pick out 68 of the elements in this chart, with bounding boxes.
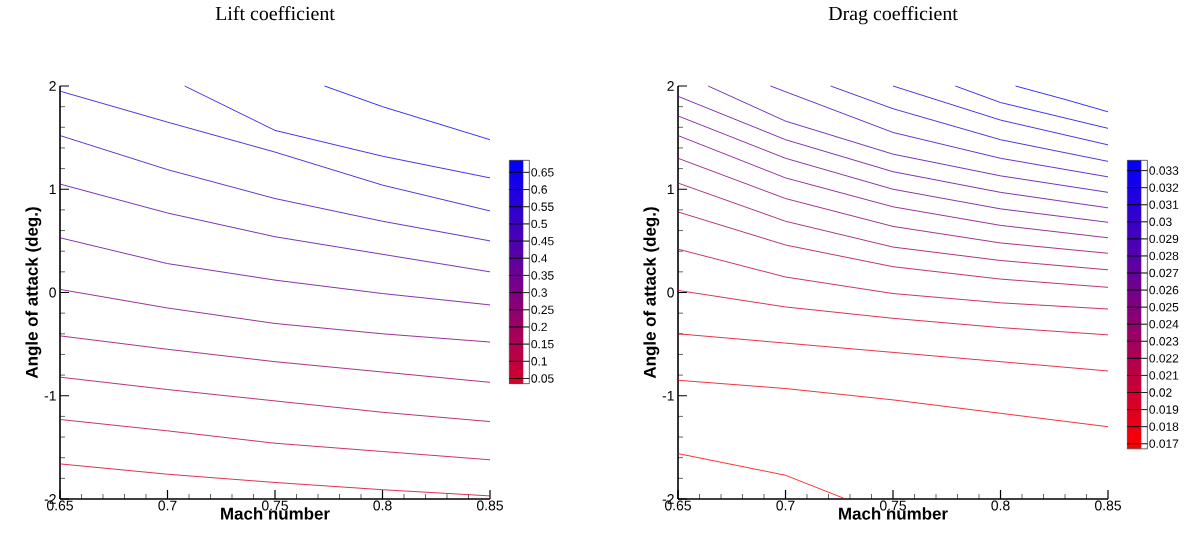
color-bar-label: 0.023 [1149,337,1179,346]
x-tick-label: 0.8 [991,500,1010,511]
chart-title: Lift coefficient [215,5,335,21]
line-series [59,90,491,212]
color-bar-label: 0.1 [531,357,547,366]
color-bar-label: 0.15 [531,339,554,349]
color-bar-label: 0.3 [531,288,547,297]
y-tick-label: -1 [662,390,674,401]
line-series [59,237,491,306]
color-bar-label: 0.021 [1149,371,1179,380]
line-series [677,182,1109,271]
color-bar-label: 0.03 [1149,217,1172,227]
line-series [59,376,491,422]
color-bar-label: 0.032 [1149,183,1179,192]
y-tick-label: 0 [49,287,56,298]
color-bar-label: 0.026 [1149,285,1179,295]
line-series [184,85,491,179]
color-bar-label: 0.55 [531,202,554,211]
color-bar-label: 0.029 [1149,234,1179,244]
y-tick-label: 2 [49,81,56,91]
color-bar-label: 0.45 [531,236,554,246]
y-tick-label: 1 [667,184,674,195]
line-series [677,379,1109,428]
color-bar-label: 0.02 [1149,388,1172,397]
x-tick-label: 0.85 [476,500,503,511]
line-series [830,85,1109,162]
color-bar-label: 0.022 [1149,354,1179,363]
color-bar-label: 0.2 [531,322,547,332]
x-tick-label: 0.85 [1094,500,1121,511]
y-tick-label: 1 [49,184,56,195]
color-bar-label: 0.65 [531,168,554,177]
line-series [770,85,1109,178]
color-bar-label: 0.4 [531,254,548,263]
line-series [59,419,491,461]
color-bar-label: 0.027 [1149,268,1179,278]
line-series [707,85,1109,193]
color-bar-label: 0.033 [1149,166,1179,175]
line-series [59,335,491,383]
color-bar-label: 0.017 [1149,439,1179,448]
x-tick-label: 0.7 [158,500,177,511]
line-series [677,115,1109,223]
color-bar-label: 0.05 [531,374,554,383]
color-bar-label: 0.019 [1149,405,1179,414]
y-axis-title: Angle of attack (deg.) [643,207,660,379]
color-bar-label: 0.025 [1149,302,1179,312]
color-bar-label: 0.25 [531,305,554,314]
color-bar-label: 0.6 [531,185,547,194]
line-series [677,95,1109,209]
line-series [677,290,1109,336]
color-bar-label: 0.028 [1149,251,1179,261]
y-tick-label: -1 [44,390,56,401]
y-axis-title: Angle of attack (deg.) [25,207,42,379]
line-series [59,135,491,242]
y-tick-label: 2 [667,81,674,91]
line-series [59,289,491,343]
line-series [677,248,1109,310]
color-bar-label: 0.018 [1149,422,1179,431]
chart-title: Drag coefficient [828,5,958,25]
color-bar-label: 0.031 [1149,200,1179,209]
line-series [677,135,1109,239]
line-series [677,157,1109,254]
color-bar-label: 0.5 [531,219,547,229]
y-tick-label: 0 [667,287,674,298]
color-bar-label: 0.024 [1149,320,1179,329]
x-tick-label: 0.7 [776,500,795,511]
line-series [677,211,1109,288]
color-bar-label: 0.35 [531,271,554,280]
x-tick-label: 0.8 [373,500,392,511]
